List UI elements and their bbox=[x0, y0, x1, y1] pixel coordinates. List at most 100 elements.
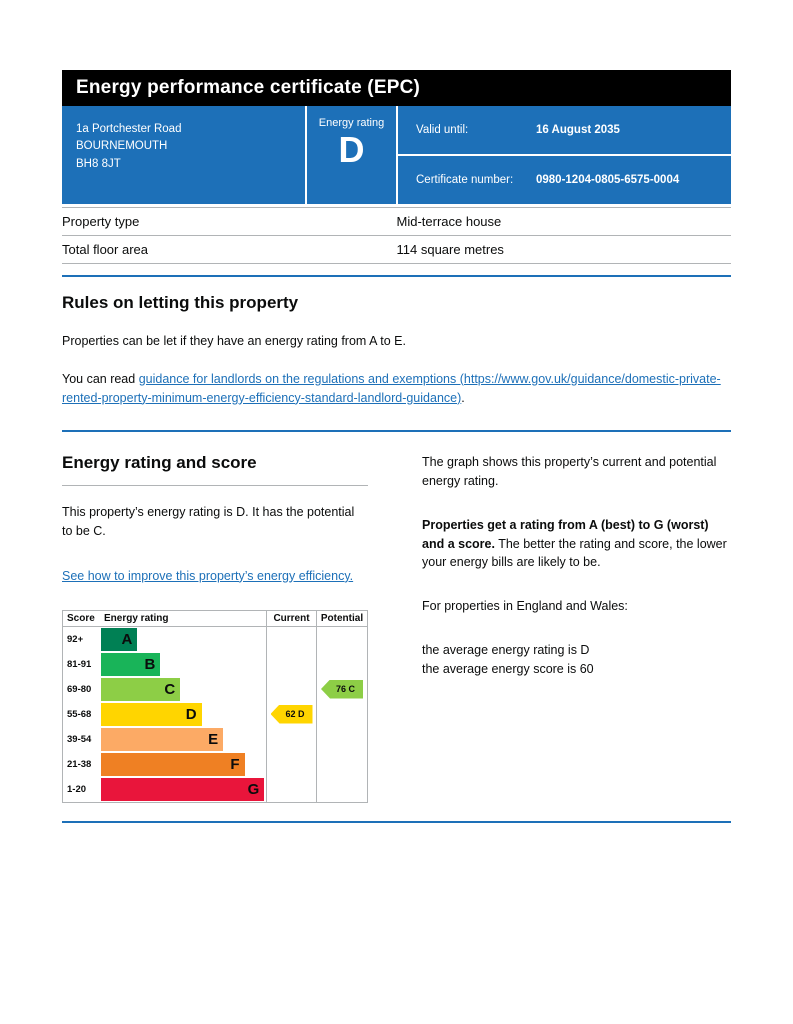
band-bar-cell: B bbox=[101, 652, 266, 677]
certificate-title-bar: Energy performance certificate (EPC) bbox=[62, 70, 731, 106]
band-score-range: 39-54 bbox=[67, 733, 92, 745]
ratings-explainer-rest: The better the rating and score, the low… bbox=[422, 536, 727, 570]
energy-rating-chart: Score Energy rating Current Potential 92… bbox=[62, 609, 368, 803]
band-score-range: 55-68 bbox=[67, 708, 92, 720]
certificate-number-label: Certificate number: bbox=[416, 174, 514, 186]
address-line-1: 1a Portchester Road bbox=[76, 123, 182, 135]
current-column-cell bbox=[266, 676, 316, 702]
epc-band-row-a: 92+ A bbox=[63, 626, 367, 652]
address-line-3: BH8 8JT bbox=[76, 157, 121, 170]
band-score-range: 81-91 bbox=[67, 658, 92, 670]
potential-column-cell bbox=[316, 726, 367, 752]
band-bar-cell: F bbox=[101, 752, 266, 777]
current-column-cell bbox=[266, 776, 316, 802]
certificate-number-row: Certificate number: 0980-1204-0805-6575-… bbox=[398, 154, 731, 204]
epc-band-row-g: 1-20 G bbox=[63, 776, 367, 802]
current-column-cell bbox=[266, 651, 316, 677]
certificate-summary-panel: 1a Portchester Road BOURNEMOUTH BH8 8JT … bbox=[62, 106, 731, 204]
current-column-cell bbox=[266, 751, 316, 777]
chart-current-header: Current bbox=[266, 610, 316, 626]
certificate-number-value: 0980-1204-0805-6575-0004 bbox=[536, 174, 680, 186]
band-bar-d: D bbox=[101, 702, 202, 726]
property-type-label: Property type bbox=[62, 207, 397, 236]
improve-paragraph: See how to improve this property’s energ… bbox=[62, 567, 368, 586]
current-column-cell bbox=[266, 626, 316, 652]
floor-area-value: 114 square metres bbox=[396, 235, 731, 264]
band-bar-cell: A bbox=[101, 627, 266, 652]
epc-band-row-d: 55-68 D 62 D bbox=[63, 701, 367, 727]
potential-column-cell: 76 C bbox=[316, 676, 367, 702]
current-column-cell: 62 D bbox=[266, 701, 316, 727]
epc-band-row-f: 21-38 F bbox=[63, 751, 367, 777]
potential-column-cell bbox=[316, 776, 367, 802]
epc-band-row-e: 39-54 E bbox=[63, 726, 367, 752]
rating-score-heading: Energy rating and score bbox=[62, 453, 368, 487]
potential-column-cell bbox=[316, 651, 367, 677]
band-bar-f: F bbox=[101, 752, 245, 776]
valid-until-label: Valid until: bbox=[416, 124, 469, 136]
band-score-range: 1-20 bbox=[67, 783, 87, 795]
guidance-prefix: You can read bbox=[62, 371, 139, 386]
band-bar-cell: D bbox=[101, 702, 266, 727]
chart-band-rows: 92+ A 81-91 B 69-80 C 76 C 55-68 D 62 D 39-54 E 21-3… bbox=[63, 626, 367, 802]
energy-rating-letter: D bbox=[338, 129, 365, 170]
potential-column-cell bbox=[316, 626, 367, 652]
address-line-2: BOURNEMOUTH bbox=[76, 140, 168, 153]
band-bar-e: E bbox=[101, 727, 224, 751]
certificate-meta: Valid until: 16 August 2035 Certificate … bbox=[398, 106, 731, 204]
letting-rules-intro: Properties can be let if they have an en… bbox=[62, 334, 406, 348]
average-rating-line: the average energy rating is D bbox=[422, 642, 590, 657]
letting-rules-guidance: You can read guidance for landlords on t… bbox=[62, 370, 731, 408]
band-bar-b: B bbox=[101, 652, 161, 676]
letting-rules-heading: Rules on letting this property bbox=[62, 293, 299, 312]
band-bar-c: C bbox=[101, 677, 181, 701]
rating-explainer-column: The graph shows this property’s current … bbox=[422, 453, 731, 802]
property-details-table: Property type Mid-terrace house Total fl… bbox=[62, 207, 731, 264]
letting-rules-section: Rules on letting this property Propertie… bbox=[62, 293, 731, 407]
potential-rating-marker: 76 C bbox=[321, 679, 363, 699]
band-bar-cell: C bbox=[101, 677, 266, 702]
valid-until-row: Valid until: 16 August 2035 bbox=[398, 106, 731, 154]
epc-band-row-b: 81-91 B bbox=[63, 651, 367, 677]
section-divider bbox=[62, 275, 731, 277]
band-bar-cell: G bbox=[101, 777, 266, 802]
chart-potential-header: Potential bbox=[316, 610, 367, 626]
average-score-line: the average energy score is 60 bbox=[422, 661, 594, 676]
landlord-guidance-link[interactable]: guidance for landlords on the regulation… bbox=[62, 371, 721, 405]
table-row: Total floor area 114 square metres bbox=[62, 235, 731, 264]
chart-header-row: Score Energy rating Current Potential bbox=[63, 610, 367, 627]
band-bar-g: G bbox=[101, 777, 265, 801]
chart-rating-header: Energy rating bbox=[104, 612, 169, 624]
potential-column-cell bbox=[316, 701, 367, 727]
property-type-value: Mid-terrace house bbox=[396, 207, 731, 236]
property-address: 1a Portchester Road BOURNEMOUTH BH8 8JT bbox=[62, 106, 305, 204]
energy-rating-label: Energy rating bbox=[318, 117, 385, 129]
rating-chart-column: Energy rating and score This property’s … bbox=[62, 453, 368, 803]
current-rating-marker: 62 D bbox=[270, 704, 313, 724]
floor-area-label: Total floor area bbox=[62, 235, 397, 264]
chart-score-header: Score bbox=[67, 612, 95, 624]
band-score-range: 21-38 bbox=[67, 758, 92, 770]
ratings-explainer-bold: Properties get a rating from A (best) to… bbox=[422, 517, 709, 551]
improve-efficiency-link[interactable]: See how to improve this property’s energ… bbox=[62, 568, 354, 583]
band-bar-cell: E bbox=[101, 727, 266, 752]
band-bar-a: A bbox=[101, 627, 138, 651]
section-divider bbox=[62, 820, 731, 823]
band-score-range: 69-80 bbox=[67, 683, 92, 695]
guidance-suffix: . bbox=[461, 390, 465, 405]
section-divider bbox=[62, 430, 731, 433]
current-column-cell bbox=[266, 726, 316, 752]
averages-paragraph: the average energy rating is D the avera… bbox=[422, 641, 731, 679]
epc-certificate-page: Energy performance certificate (EPC) 1a … bbox=[62, 70, 731, 823]
valid-until-value: 16 August 2035 bbox=[536, 124, 620, 136]
band-score-range: 92+ bbox=[67, 633, 84, 645]
table-row: Property type Mid-terrace house bbox=[62, 207, 731, 236]
graph-intro-text: The graph shows this property’s current … bbox=[422, 455, 717, 488]
page-title: Energy performance certificate (EPC) bbox=[76, 77, 421, 98]
energy-rating-box: Energy rating D bbox=[305, 106, 398, 204]
england-wales-intro: For properties in England and Wales: bbox=[422, 599, 628, 613]
epc-band-row-c: 69-80 C 76 C bbox=[63, 676, 367, 702]
energy-rating-section: Energy rating and score This property’s … bbox=[62, 453, 731, 803]
potential-column-cell bbox=[316, 751, 367, 777]
ratings-explainer-text: Properties get a rating from A (best) to… bbox=[422, 516, 731, 572]
